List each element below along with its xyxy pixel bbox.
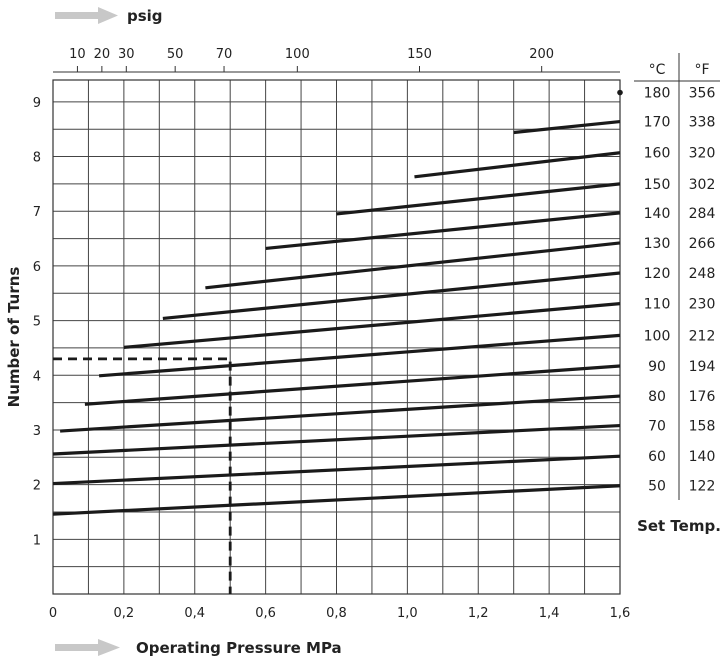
temp-line-130c — [205, 241, 621, 290]
temp-line-100c — [98, 333, 621, 378]
temp-c-value: 100 — [644, 328, 671, 344]
x-tick-label: 0,4 — [184, 606, 205, 621]
top-tick-label: 30 — [118, 47, 135, 62]
temp-line-50c — [52, 484, 621, 516]
temp-c-value: 130 — [644, 236, 671, 252]
temp-point-180c — [617, 89, 623, 96]
grid — [53, 80, 620, 594]
plot-frame — [52, 79, 621, 595]
y-tick-label: 6 — [33, 260, 41, 275]
temp-c-value: 150 — [644, 177, 671, 193]
example-guide-line — [53, 357, 232, 594]
top-axis-ticks: 10 20 30 50 70 100 150 200 — [69, 47, 554, 72]
temp-c-value: 170 — [644, 115, 671, 131]
temp-f-value: 230 — [689, 297, 716, 313]
temp-f-value: 284 — [689, 206, 716, 222]
psig-label: psig — [127, 7, 163, 25]
x-tick-label: 0,2 — [114, 606, 135, 621]
temp-f-value: 302 — [689, 177, 716, 193]
temp-c-value: 110 — [644, 297, 671, 313]
temperature-lines — [52, 89, 623, 516]
temp-line-70c — [52, 423, 621, 456]
top-tick-label: 100 — [285, 47, 310, 62]
temp-line-160c — [414, 151, 621, 179]
y-tick-label: 8 — [33, 151, 41, 166]
top-tick-label: 200 — [529, 47, 554, 62]
x-tick-label: 0 — [49, 606, 57, 621]
temp-f-value: 176 — [689, 389, 716, 405]
y-tick-label: 2 — [33, 479, 41, 494]
temp-f-value: 158 — [689, 419, 716, 435]
top-tick-label: 50 — [167, 47, 184, 62]
top-tick-label: 10 — [69, 47, 86, 62]
temp-f-value: 320 — [689, 146, 716, 162]
x-tick-label: 0,8 — [326, 606, 347, 621]
x-axis-ticks: 0 0,2 0,4 0,6 0,8 1,0 1,2 1,4 1,6 — [49, 606, 630, 621]
temp-c-value: 80 — [648, 389, 666, 405]
y-tick-label: 7 — [33, 205, 41, 220]
temp-c-value: 50 — [648, 479, 666, 495]
y-tick-label: 3 — [33, 424, 41, 439]
x-tick-label: 1,2 — [468, 606, 489, 621]
temp-f-value: 212 — [689, 328, 716, 344]
temp-line-110c — [123, 302, 621, 349]
temp-f-value: 266 — [689, 236, 716, 252]
temp-f-value: 122 — [689, 479, 716, 495]
y-tick-label: 5 — [33, 315, 41, 330]
temp-c-value: 90 — [648, 359, 666, 375]
temp-line-140c — [265, 211, 621, 251]
temp-table-rows: 50 122 60 140 70 158 80 176 90 194 100 212 110 230 120… — [644, 86, 716, 495]
x-tick-label: 1,4 — [539, 606, 560, 621]
temp-c-value: 160 — [644, 146, 671, 162]
y-tick-label: 9 — [33, 96, 41, 111]
set-temp-label: Set Temp. — [637, 517, 721, 535]
x-axis-label: Operating Pressure MPa — [136, 639, 342, 657]
top-tick-label: 70 — [216, 47, 233, 62]
temp-c-value: 70 — [648, 419, 666, 435]
temp-line-90c — [84, 364, 621, 406]
temp-f-value: 338 — [689, 115, 716, 131]
temp-f-value: 356 — [689, 86, 716, 102]
temp-f-value: 194 — [689, 359, 716, 375]
celsius-header: °C — [649, 62, 666, 78]
temp-line-120c — [162, 271, 621, 321]
temp-line-150c — [336, 182, 621, 216]
temp-line-170c — [513, 119, 621, 135]
y-axis-ticks: 1 2 3 4 5 6 7 8 9 — [33, 96, 41, 548]
y-tick-label: 1 — [33, 533, 41, 548]
temp-c-value: 180 — [644, 86, 671, 102]
temp-c-value: 140 — [644, 206, 671, 222]
x-tick-label: 1,0 — [397, 606, 418, 621]
temp-line-60c — [52, 454, 621, 486]
temp-line-80c — [59, 394, 621, 433]
temp-c-value: 120 — [644, 266, 671, 282]
y-axis-label: Number of Turns — [5, 267, 23, 408]
temp-c-value: 60 — [648, 449, 666, 465]
temp-f-value: 248 — [689, 266, 716, 282]
top-tick-label: 150 — [407, 47, 432, 62]
x-tick-label: 0,6 — [255, 606, 276, 621]
top-tick-label: 20 — [94, 47, 111, 62]
fahrenheit-header: °F — [694, 62, 709, 78]
psig-arrow-icon — [55, 7, 118, 24]
pressure-arrow-icon — [55, 639, 120, 656]
x-tick-label: 1,6 — [610, 606, 631, 621]
y-tick-label: 4 — [33, 369, 41, 384]
temp-f-value: 140 — [689, 449, 716, 465]
